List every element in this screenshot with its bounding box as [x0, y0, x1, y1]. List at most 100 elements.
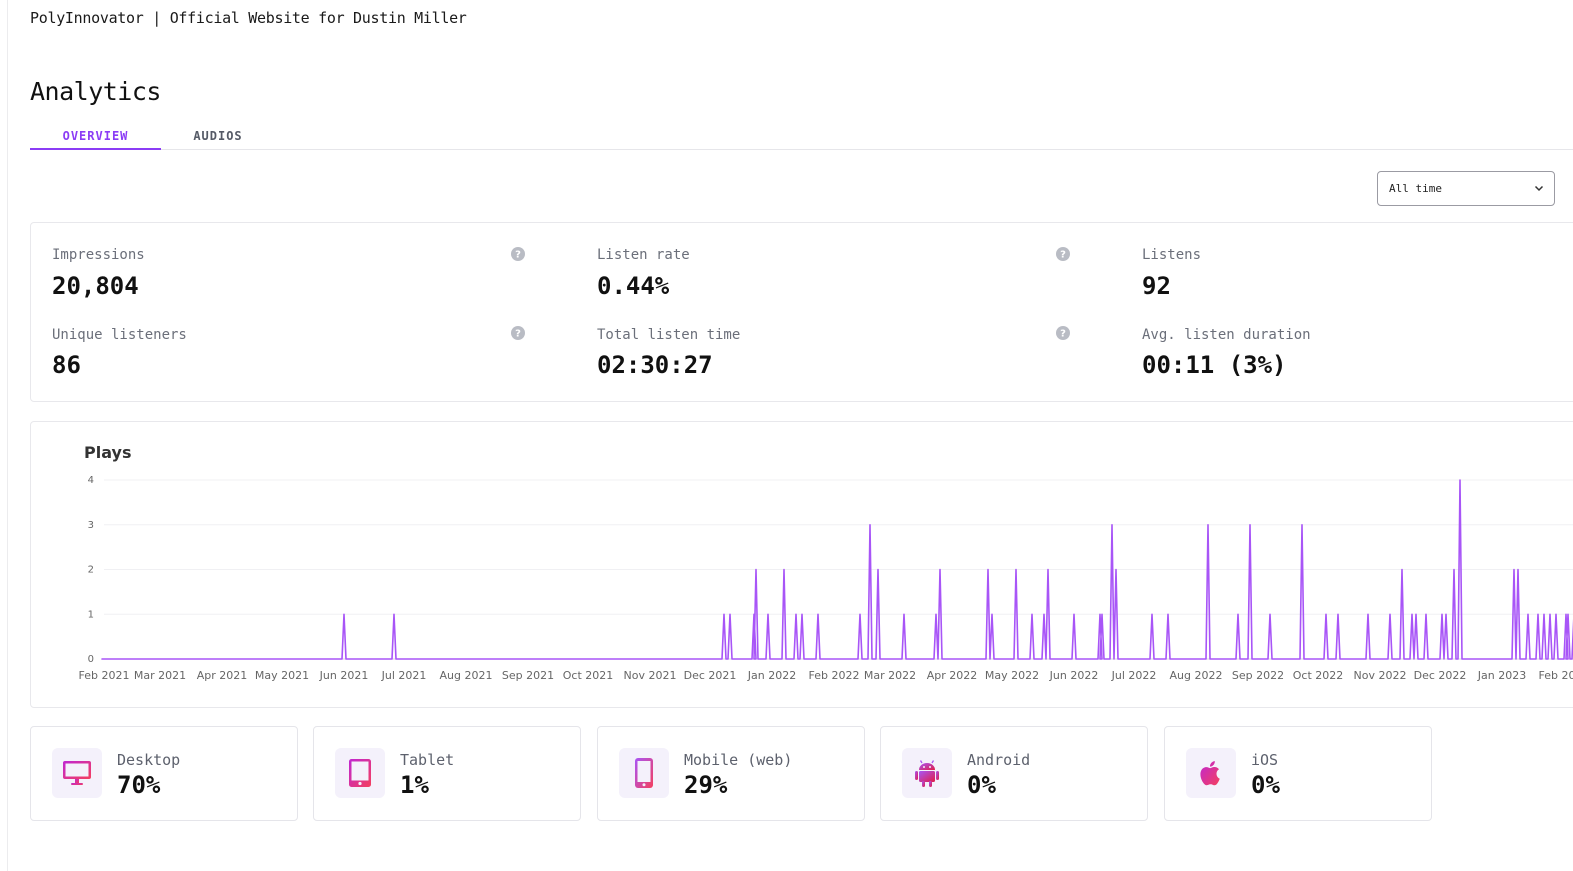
x-tick-label: Jul 2021	[381, 669, 427, 682]
x-tick-label: Aug 2022	[1170, 669, 1223, 682]
listens-label: Listens	[1142, 247, 1202, 263]
data-point	[1401, 568, 1403, 570]
data-point	[1015, 568, 1017, 570]
x-tick-label: May 2021	[255, 669, 309, 682]
data-point	[1167, 613, 1169, 615]
date-range-value: All time	[1389, 182, 1442, 195]
data-point	[939, 568, 941, 570]
total-listen-time-value: 02:30:27	[597, 351, 713, 379]
tab-overview[interactable]: OVERVIEW	[30, 126, 161, 150]
data-point	[795, 613, 797, 615]
y-tick-label: 4	[88, 475, 94, 486]
left-border	[7, 0, 8, 871]
data-point	[1337, 613, 1339, 615]
help-icon[interactable]: ?	[511, 326, 525, 340]
data-point	[723, 613, 725, 615]
data-point	[753, 613, 755, 615]
listen-rate-value: 0.44%	[597, 272, 670, 300]
avg-listen-duration-value: 00:11 (3%)	[1142, 351, 1287, 379]
data-point	[1325, 613, 1327, 615]
data-point	[935, 613, 937, 615]
data-point	[877, 568, 879, 570]
total-listen-time-label: Total listen time	[597, 327, 741, 343]
x-tick-label: Feb 2023	[1539, 669, 1573, 682]
data-point	[987, 568, 989, 570]
tab-bar: OVERVIEW AUDIOS	[30, 126, 1573, 150]
data-point	[1445, 613, 1447, 615]
data-point	[1111, 524, 1113, 526]
x-tick-label: Jul 2022	[1111, 669, 1157, 682]
svg-text:?: ?	[1060, 329, 1066, 340]
chart-title: Plays	[84, 443, 132, 462]
chevron-down-icon	[1534, 185, 1544, 192]
data-point	[1459, 479, 1461, 481]
x-tick-label: Jan 2022	[747, 669, 796, 682]
device-card-ios: iOS 0%	[1164, 726, 1432, 821]
site-title: PolyInnovator | Official Website for Dus…	[30, 9, 467, 27]
data-point	[1249, 524, 1251, 526]
data-point	[1237, 613, 1239, 615]
device-card-desktop: Desktop 70%	[30, 726, 298, 821]
x-tick-label: Apr 2021	[197, 669, 248, 682]
device-value: 0%	[1251, 771, 1280, 799]
x-tick-label: Aug 2021	[440, 669, 493, 682]
date-range-select[interactable]: All time	[1377, 171, 1555, 206]
x-tick-label: Jun 2021	[319, 669, 369, 682]
x-tick-label: Oct 2021	[563, 669, 614, 682]
svg-text:?: ?	[1060, 250, 1066, 261]
data-point	[1549, 613, 1551, 615]
x-tick-label: Feb 2021	[79, 669, 130, 682]
x-tick-label: Sep 2022	[1232, 669, 1284, 682]
data-point	[1389, 613, 1391, 615]
data-point	[869, 524, 871, 526]
tablet-icon	[349, 759, 371, 787]
device-label: Mobile (web)	[684, 751, 793, 769]
help-icon[interactable]: ?	[1056, 247, 1070, 261]
data-point	[1301, 524, 1303, 526]
data-point	[1151, 613, 1153, 615]
data-point	[1269, 613, 1271, 615]
device-card-tablet: Tablet 1%	[313, 726, 581, 821]
data-point	[1567, 613, 1569, 615]
apple-icon	[1200, 761, 1220, 786]
plays-chart-card: Plays 0 1 2 3 4 Feb 2021 Mar 2021 Apr 2021 May 2…	[30, 421, 1573, 708]
unique-listeners-label: Unique listeners	[52, 327, 187, 343]
data-point	[801, 613, 803, 615]
data-point	[991, 613, 993, 615]
unique-listeners-value: 86	[52, 351, 81, 379]
device-value: 0%	[967, 771, 996, 799]
y-tick-label: 3	[88, 520, 94, 531]
help-icon[interactable]: ?	[1056, 326, 1070, 340]
device-value: 1%	[400, 771, 429, 799]
data-point	[1031, 613, 1033, 615]
data-point	[767, 613, 769, 615]
device-label: iOS	[1251, 751, 1279, 769]
tab-audios[interactable]: AUDIOS	[193, 129, 243, 143]
data-point	[903, 613, 905, 615]
page-title: Analytics	[30, 77, 161, 106]
data-point	[1555, 613, 1557, 615]
data-point	[343, 613, 345, 615]
svg-text:?: ?	[515, 250, 521, 261]
x-tick-label: Apr 2022	[927, 669, 978, 682]
x-tick-label: Mar 2022	[864, 669, 916, 682]
device-card-android: Android 0%	[880, 726, 1148, 821]
data-point	[859, 613, 861, 615]
data-point	[1115, 568, 1117, 570]
data-point	[1513, 568, 1515, 570]
data-point	[1367, 613, 1369, 615]
x-tick-label: Dec 2021	[684, 669, 737, 682]
data-point	[1537, 613, 1539, 615]
stats-card: Impressions 20,804 ? Listen rate 0.44% ?…	[30, 222, 1573, 402]
y-tick-label: 1	[88, 609, 94, 620]
x-tick-label: Sep 2021	[502, 669, 554, 682]
x-tick-label: Mar 2021	[134, 669, 186, 682]
data-point	[783, 568, 785, 570]
data-point	[1543, 613, 1545, 615]
data-point	[1073, 613, 1075, 615]
x-tick-label: May 2022	[985, 669, 1039, 682]
device-label: Desktop	[117, 751, 181, 769]
device-label: Android	[967, 751, 1031, 769]
help-icon[interactable]: ?	[511, 247, 525, 261]
data-point	[1527, 613, 1529, 615]
